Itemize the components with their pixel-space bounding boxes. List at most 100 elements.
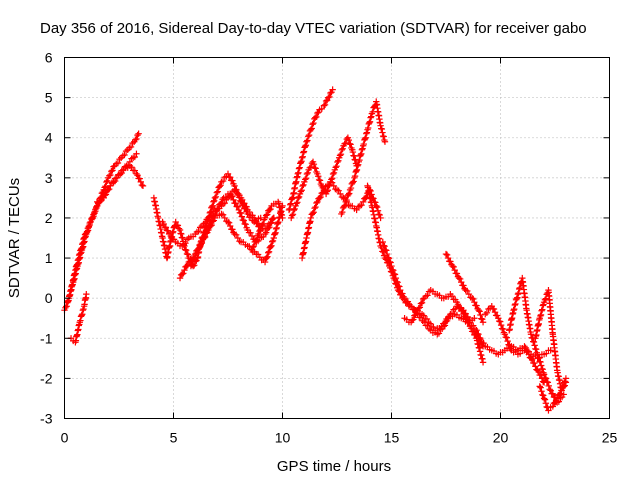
y-tick-label: 5 bbox=[45, 90, 53, 106]
data-point-fill bbox=[395, 282, 402, 290]
data-point-fill bbox=[531, 359, 538, 367]
data-point bbox=[211, 194, 219, 202]
data-point bbox=[440, 323, 448, 330]
data-point-fill bbox=[387, 259, 394, 266]
data-point bbox=[383, 250, 391, 258]
data-point-fill bbox=[191, 254, 198, 262]
data-point-fill bbox=[346, 190, 353, 197]
data-point-fill bbox=[210, 198, 217, 205]
y-tick-label: -2 bbox=[40, 370, 53, 386]
data-point-fill bbox=[391, 271, 399, 278]
data-point-fill bbox=[471, 298, 478, 306]
data-point-fill bbox=[450, 263, 457, 271]
data-point-fill bbox=[250, 242, 258, 250]
data-point-fill bbox=[78, 312, 85, 319]
data-point bbox=[479, 319, 487, 326]
data-point-fill bbox=[461, 313, 468, 320]
data-point-fill bbox=[294, 199, 301, 206]
data-point-fill bbox=[328, 179, 336, 186]
data-point-fill bbox=[67, 288, 74, 295]
data-point-fill bbox=[132, 136, 139, 143]
data-point-fill bbox=[437, 326, 444, 333]
data-point-fill bbox=[313, 199, 320, 207]
data-point-fill bbox=[188, 261, 196, 268]
data-point-fill bbox=[476, 308, 483, 315]
data-point-fill bbox=[535, 354, 543, 362]
data-point-fill bbox=[211, 211, 219, 219]
data-point-fill bbox=[412, 311, 419, 319]
data-point-fill bbox=[178, 230, 185, 238]
data-point-fill bbox=[304, 137, 311, 144]
data-point-fill bbox=[192, 250, 199, 258]
data-point bbox=[534, 367, 541, 374]
data-point-fill bbox=[503, 334, 510, 341]
data-point-fill bbox=[390, 267, 397, 274]
data-point-fill bbox=[316, 194, 323, 202]
data-point bbox=[482, 311, 489, 318]
data-point-fill bbox=[203, 227, 211, 235]
data-point-fill bbox=[542, 295, 550, 302]
data-point-fill bbox=[210, 197, 218, 204]
y-tick-label: 2 bbox=[45, 210, 53, 226]
data-point-fill bbox=[225, 219, 233, 226]
data-point-fill bbox=[257, 226, 264, 234]
data-point-fill bbox=[83, 229, 91, 236]
data-point-fill bbox=[380, 242, 387, 249]
data-point-fill bbox=[195, 227, 202, 235]
data-point-fill bbox=[557, 390, 564, 397]
data-point bbox=[320, 102, 328, 109]
data-point-fill bbox=[79, 239, 87, 247]
data-point-fill bbox=[133, 135, 140, 143]
data-point-fill bbox=[304, 169, 311, 177]
data-point-fill bbox=[443, 317, 451, 325]
data-point bbox=[353, 206, 360, 214]
data-point-fill bbox=[79, 306, 87, 314]
data-point-fill bbox=[219, 177, 227, 185]
data-point-fill bbox=[333, 162, 340, 170]
data-point-fill bbox=[64, 298, 72, 305]
data-point-fill bbox=[237, 209, 245, 217]
data-point-fill bbox=[497, 321, 505, 329]
data-point-fill bbox=[184, 262, 191, 269]
data-point-fill bbox=[195, 245, 202, 252]
data-point-fill bbox=[513, 295, 520, 302]
data-point-fill bbox=[545, 382, 552, 390]
data-point bbox=[333, 186, 341, 194]
data-point-fill bbox=[197, 240, 204, 248]
data-point-fill bbox=[134, 172, 141, 179]
data-point bbox=[312, 114, 319, 121]
data-point-fill bbox=[339, 145, 346, 152]
data-point-fill bbox=[310, 119, 317, 127]
data-point-fill bbox=[321, 101, 329, 109]
data-point-fill bbox=[539, 302, 547, 309]
data-point-fill bbox=[105, 185, 113, 193]
data-point-fill bbox=[465, 319, 473, 327]
x-tick-label: 5 bbox=[170, 430, 178, 446]
data-point-fill bbox=[66, 292, 73, 299]
data-point-fill bbox=[179, 234, 186, 242]
data-point-fill bbox=[354, 162, 361, 169]
data-point-fill bbox=[305, 133, 312, 140]
x-tick-label: 10 bbox=[275, 430, 291, 446]
data-point-fill bbox=[515, 289, 522, 297]
data-point bbox=[139, 182, 147, 190]
data-point-fill bbox=[268, 219, 275, 226]
data-point bbox=[527, 355, 535, 362]
data-point-fill bbox=[326, 93, 333, 101]
data-point-fill bbox=[209, 202, 216, 209]
y-tick-label: 6 bbox=[45, 50, 53, 66]
data-point bbox=[307, 126, 315, 133]
data-point-fill bbox=[424, 292, 431, 299]
data-point-fill bbox=[236, 238, 243, 245]
data-point-fill bbox=[538, 388, 545, 395]
data-point-fill bbox=[522, 344, 529, 351]
data-point-fill bbox=[351, 172, 359, 180]
data-point-fill bbox=[302, 143, 309, 150]
data-point-fill bbox=[302, 142, 310, 149]
data-point-fill bbox=[560, 383, 567, 390]
data-point-fill bbox=[102, 191, 110, 198]
data-point-fill bbox=[379, 129, 386, 136]
data-point-fill bbox=[268, 242, 275, 249]
data-point-fill bbox=[490, 305, 498, 313]
data-point bbox=[298, 154, 306, 161]
